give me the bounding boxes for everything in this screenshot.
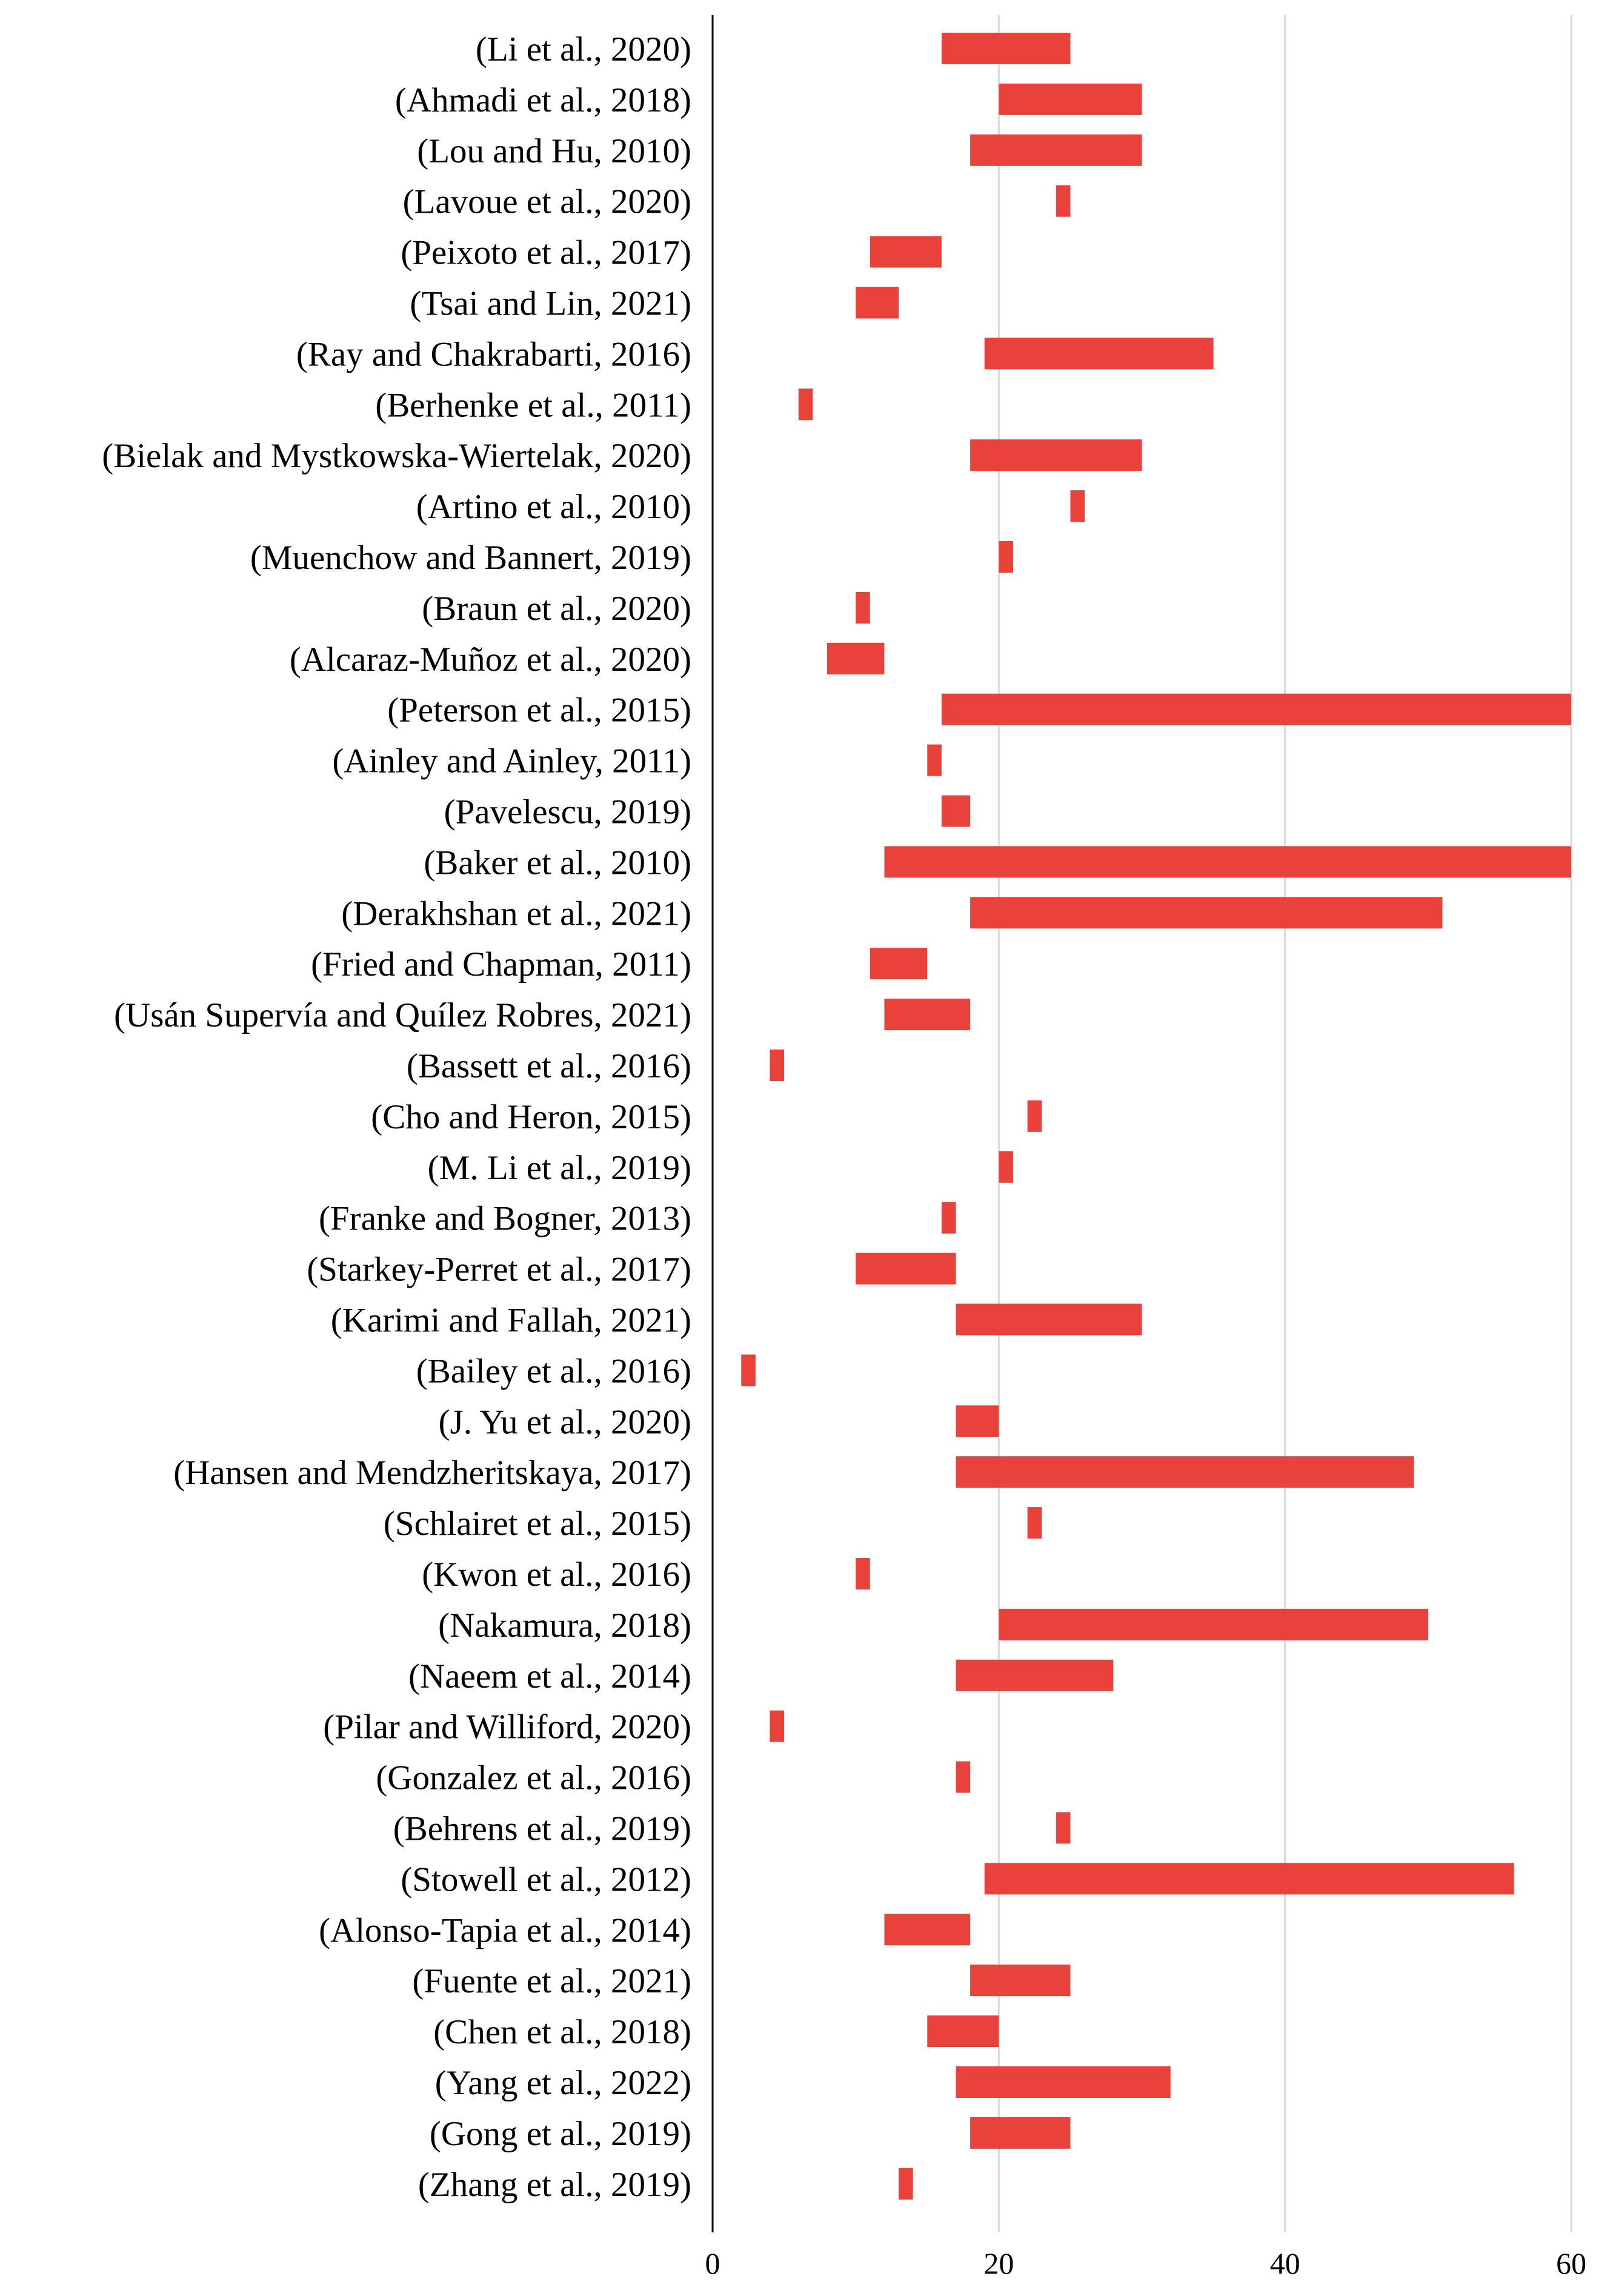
category-label: (Gonzalez et al., 2016) <box>376 1759 691 1797</box>
category-label: (Artino et al., 2010) <box>416 488 691 526</box>
category-label: (Ray and Chakrabarti, 2016) <box>296 335 691 373</box>
category-label: (Chen et al., 2018) <box>433 2013 691 2051</box>
bar-20 <box>770 1050 785 1081</box>
bar-31 <box>999 1608 1428 1640</box>
bar-38 <box>970 1965 1071 1997</box>
category-label: (Pavelescu, 2019) <box>444 793 691 831</box>
x-tick-label-0: 0 <box>705 2246 720 2280</box>
category-label: (Derakhshan et al., 2021) <box>341 894 691 933</box>
category-label: (Fuente et al., 2021) <box>412 1962 691 2000</box>
bar-4 <box>870 236 942 268</box>
category-label: (J. Yu et al., 2020) <box>439 1403 691 1441</box>
category-label: (Bailey et al., 2016) <box>416 1352 691 1390</box>
category-label: (Cho and Heron, 2015) <box>371 1098 691 1136</box>
category-label: (Muenchow and Bannert, 2019) <box>250 539 691 577</box>
bar-23 <box>941 1202 956 1234</box>
bar-7 <box>798 388 813 421</box>
bar-27 <box>956 1405 999 1437</box>
category-label: (Nakamura, 2018) <box>438 1606 691 1645</box>
bar-37 <box>884 1914 971 1946</box>
bar-35 <box>1056 1812 1071 1844</box>
category-label: (Lou and Hu, 2010) <box>417 132 691 170</box>
category-label: (Lavoue et al., 2020) <box>403 183 691 221</box>
bar-13 <box>941 693 1571 725</box>
bar-9 <box>1070 490 1085 522</box>
category-label: (Behrens et al., 2019) <box>393 1810 691 1848</box>
bar-30 <box>856 1558 870 1589</box>
bar-29 <box>1027 1507 1042 1539</box>
bar-34 <box>956 1761 971 1793</box>
category-label: (Peterson et al., 2015) <box>387 691 691 730</box>
category-label: (Yang et al., 2022) <box>435 2064 691 2102</box>
bar-3 <box>1056 185 1071 217</box>
bar-36 <box>984 1863 1514 1895</box>
bar-5 <box>856 287 899 319</box>
bar-6 <box>984 338 1214 370</box>
bars <box>741 33 1571 2200</box>
category-label: (Ahmadi et al., 2018) <box>395 81 691 119</box>
category-label: (Bassett et al., 2016) <box>407 1047 691 1085</box>
category-label: (Alonso-Tapia et al., 2014) <box>319 1911 691 1949</box>
category-label: (Zhang et al., 2019) <box>418 2166 691 2204</box>
bar-28 <box>956 1456 1414 1488</box>
gridlines <box>997 15 1572 2232</box>
bar-16 <box>884 846 1571 878</box>
bar-26 <box>741 1354 756 1386</box>
category-label: (Li et al., 2020) <box>476 30 691 68</box>
bar-17 <box>970 897 1443 929</box>
bar-32 <box>956 1659 1114 1691</box>
category-label: (Pilar and Williford, 2020) <box>323 1708 691 1746</box>
category-label: (Usán Supervía and Quílez Robres, 2021) <box>114 996 691 1034</box>
bar-1 <box>999 83 1142 115</box>
category-label: (Berhenke et al., 2011) <box>375 386 691 424</box>
category-label: (Franke and Bogner, 2013) <box>319 1200 691 1238</box>
bar-25 <box>956 1303 1142 1336</box>
category-label: (Naeem et al., 2014) <box>408 1657 691 1695</box>
bar-41 <box>970 2117 1071 2149</box>
category-label: (Schlairet et al., 2015) <box>384 1505 691 1543</box>
bar-11 <box>856 591 870 624</box>
bar-14 <box>927 744 942 776</box>
x-tick-label-40: 40 <box>1270 2246 1300 2280</box>
x-tick-label-60: 60 <box>1556 2246 1586 2280</box>
bar-24 <box>856 1253 956 1285</box>
category-label: (Baker et al., 2010) <box>424 844 691 882</box>
bar-18 <box>870 948 928 980</box>
bar-22 <box>999 1151 1013 1183</box>
category-label: (Alcaraz-Muñoz et al., 2020) <box>290 641 691 679</box>
category-label: (Gong et al., 2019) <box>430 2115 691 2153</box>
category-label: (Braun et al., 2020) <box>422 590 691 628</box>
category-label: (Tsai and Lin, 2021) <box>410 285 691 323</box>
bar-2 <box>970 134 1142 166</box>
category-label: (Kwon et al., 2016) <box>422 1556 691 1594</box>
bar-0 <box>941 33 1071 64</box>
category-labels: (Li et al., 2020) (Ahmadi et al., 2018) (L… <box>102 30 691 2204</box>
category-label: (Karimi and Fallah, 2021) <box>331 1302 691 1340</box>
bar-8 <box>970 439 1142 471</box>
category-label: (Hansen and Mendzheritskaya, 2017) <box>173 1454 691 1492</box>
category-label: (Peixoto et al., 2017) <box>401 234 691 272</box>
category-label: (Bielak and Mystkowska-Wiertelak, 2020) <box>102 437 691 475</box>
category-label: (Ainley and Ainley, 2011) <box>332 742 691 780</box>
bar-15 <box>941 795 971 827</box>
x-tick-labels: 0 20 40 60 <box>705 2246 1587 2280</box>
bar-40 <box>956 2066 1171 2098</box>
bar-12 <box>827 642 885 674</box>
category-label: (M. Li et al., 2019) <box>428 1149 691 1187</box>
bar-10 <box>999 541 1013 573</box>
bar-33 <box>770 1710 785 1742</box>
bar-39 <box>927 2015 999 2048</box>
category-label: (Starkey-Perret et al., 2017) <box>307 1251 691 1289</box>
x-tick-label-20: 20 <box>983 2246 1014 2280</box>
category-label: (Fried and Chapman, 2011) <box>311 945 691 983</box>
bar-21 <box>1027 1100 1042 1132</box>
category-label: (Stowell et al., 2012) <box>401 1860 691 1898</box>
bar-42 <box>899 2168 913 2200</box>
bar-19 <box>884 999 971 1031</box>
